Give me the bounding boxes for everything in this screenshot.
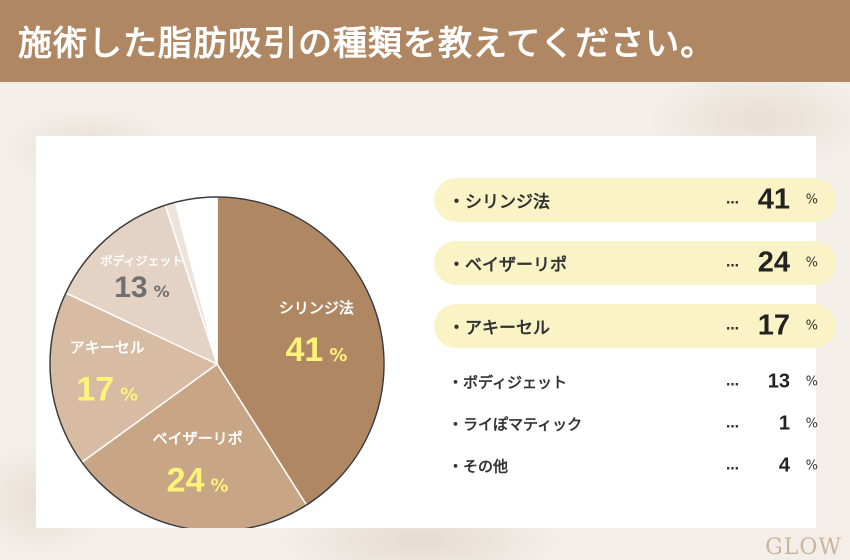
legend-item-dots: …	[726, 255, 739, 271]
legend-item-label: ・ライぽマティック	[448, 415, 583, 434]
legend-item-label: ・その他	[448, 457, 509, 476]
pie-slice-label: シリンジ法	[279, 299, 354, 317]
pie-slice-value: 13%	[114, 271, 169, 304]
legend-item-value: 1	[778, 412, 790, 435]
legend-item-value: 24	[757, 246, 790, 279]
pie-chart: シリンジ法 41 % ベイザーリポ 24 % アキーセル 17 % ボディジェット 13%	[49, 196, 385, 528]
legend-item-dots: …	[726, 192, 739, 208]
pie-slice-value: 17%	[76, 370, 138, 408]
pie-slice-label: ボディジェット	[100, 253, 183, 268]
legend-item-value: 4	[778, 454, 790, 477]
legend-item-unit: %	[805, 255, 818, 271]
legend-item-label: ・シリンジ法	[448, 192, 550, 213]
legend-item-value: 41	[757, 183, 790, 216]
legend-item-unit: %	[805, 416, 818, 432]
legend-item-unit: %	[805, 318, 818, 334]
legend-item-label: ・ベイザーリポ	[448, 255, 567, 276]
legend-item-unit: %	[805, 374, 818, 390]
brand-logo: GLOW	[765, 535, 842, 560]
pie-slice-value: 41%	[285, 331, 347, 369]
chart-card: シリンジ法 41% ベイザーリポ 24% アキーセル 17% ボディジェット 13% ・シリン…	[36, 136, 836, 528]
legend-item: ・ライぽマティック … 1%	[434, 402, 836, 446]
legend-item: ・ベイザーリポ … 24%	[434, 241, 836, 285]
pie-slice-label: ベイザーリポ	[153, 430, 243, 448]
legend-item-dots: …	[726, 416, 739, 432]
legend-item: ・シリンジ法 … 41%	[434, 178, 836, 222]
legend-item-dots: …	[726, 458, 739, 474]
legend-item: ・ボディジェット … 13%	[434, 360, 836, 404]
pie-outline	[49, 196, 385, 528]
title-banner: 施術した脂肪吸引の種類を教えてください。	[0, 0, 850, 82]
legend-item: ・アキーセル … 17%	[434, 304, 836, 348]
legend-item-value: 17	[757, 309, 790, 342]
legend-item-dots: …	[726, 374, 739, 390]
legend-item-value: 13	[767, 370, 790, 393]
legend-item-dots: …	[726, 318, 739, 334]
legend-item-unit: %	[805, 192, 818, 208]
pie-slice-value: 24%	[167, 462, 229, 500]
page-title: 施術した脂肪吸引の種類を教えてください。	[18, 24, 716, 64]
legend-item: ・その他 … 4%	[434, 444, 836, 488]
legend-item-unit: %	[805, 458, 818, 474]
pie-slice-label: アキーセル	[70, 338, 145, 356]
legend-item-label: ・アキーセル	[448, 318, 550, 339]
legend-item-label: ・ボディジェット	[448, 373, 567, 392]
